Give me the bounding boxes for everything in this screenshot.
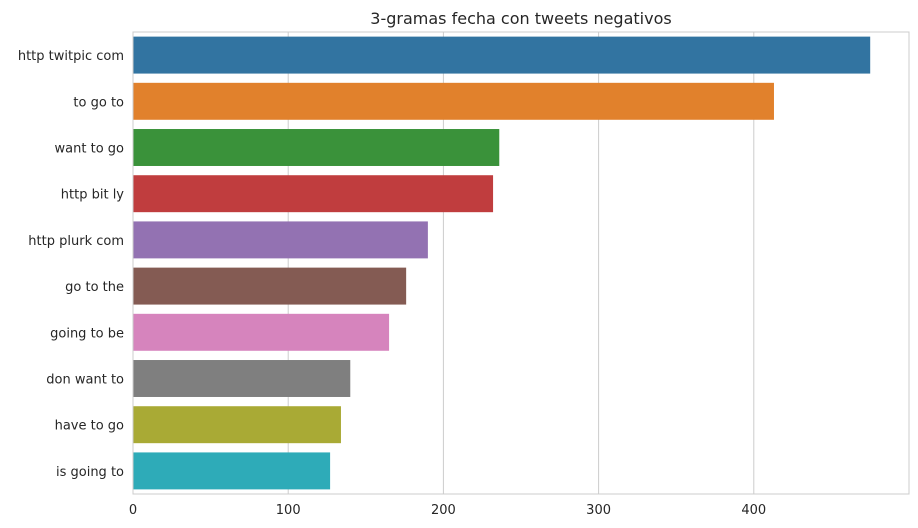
bar-have-to-go [133,406,341,444]
bar-want-to-go [133,129,500,166]
x-tick-label: 400 [741,503,766,518]
y-tick-label: don want to [46,373,124,388]
bar-don-want-to [133,360,351,397]
bar-http-bit-ly [133,175,494,213]
chart-title: 3-gramas fecha con tweets negativos [370,9,671,28]
plot-frame [132,31,910,495]
y-tick-label: http twitpic com [18,49,124,64]
y-tick-labels: http twitpic com to go to want to go http b… [18,49,124,480]
y-tick-label: have to go [55,419,124,434]
x-tick-label: 0 [129,503,137,518]
y-tick-label: is going to [56,465,124,480]
bar-http-twitpic-com [133,36,871,74]
y-tick-label: go to the [65,280,124,295]
bar-to-go-to [133,82,774,120]
x-tick-labels: 0 100 200 300 400 [129,503,766,518]
x-tick-label: 200 [431,503,456,518]
y-tick-label: http plurk com [28,234,124,249]
y-tick-label: http bit ly [61,188,125,203]
x-tick-label: 100 [276,503,301,518]
y-tick-label: going to be [50,326,124,341]
y-tick-label: to go to [73,95,124,110]
bar-going-to-be [133,313,390,351]
x-tick-label: 300 [586,503,611,518]
bar-go-to-the [133,267,407,305]
y-tick-label: want to go [55,142,125,157]
bars [133,36,871,490]
bar-http-plurk-com [133,221,428,259]
bar-is-going-to [133,452,331,490]
